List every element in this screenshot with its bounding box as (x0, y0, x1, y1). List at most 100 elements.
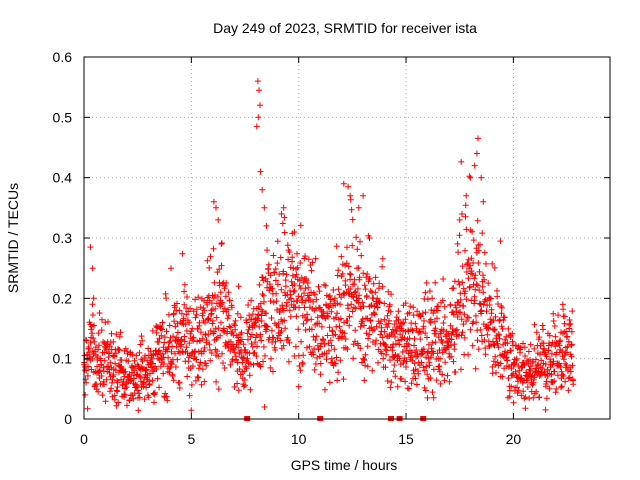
data-point (481, 337, 488, 343)
data-point (138, 333, 145, 340)
data-point (436, 363, 443, 370)
data-point (361, 357, 368, 364)
data-point (386, 317, 393, 324)
data-point (418, 359, 425, 366)
data-point (363, 274, 370, 281)
data-point (150, 360, 156, 367)
data-point (225, 312, 232, 319)
data-point (255, 311, 262, 318)
data-point (282, 325, 289, 332)
data-point (142, 367, 149, 374)
data-point (256, 323, 263, 330)
data-point (395, 308, 402, 315)
data-point (258, 312, 265, 319)
data-point (302, 327, 309, 333)
data-point (420, 364, 427, 371)
data-point (557, 337, 564, 344)
data-point (477, 326, 484, 333)
data-point (291, 229, 298, 235)
data-point (305, 284, 312, 291)
data-point (150, 390, 157, 397)
data-point (263, 310, 270, 317)
data-point (219, 350, 225, 357)
data-point (227, 324, 234, 331)
data-point (316, 320, 323, 327)
data-point (250, 361, 257, 368)
data-point (398, 376, 405, 382)
data-point (395, 337, 402, 344)
data-point (440, 320, 447, 326)
data-point (496, 335, 503, 342)
data-point (481, 276, 488, 283)
data-point (306, 343, 313, 350)
data-point (401, 335, 408, 342)
data-point (565, 375, 572, 382)
data-point (309, 259, 316, 266)
data-point (306, 292, 313, 299)
data-point (337, 301, 344, 308)
data-point (427, 316, 434, 323)
data-point (296, 304, 303, 311)
data-point (420, 346, 427, 352)
data-point (372, 274, 379, 281)
data-point (317, 371, 324, 378)
data-point (485, 325, 492, 332)
data-point (378, 318, 384, 325)
data-point (328, 308, 335, 315)
data-point (346, 313, 353, 320)
data-point (498, 304, 505, 311)
data-point (490, 341, 497, 348)
data-point (372, 341, 379, 347)
data-point (217, 332, 224, 339)
data-point (473, 319, 480, 326)
data-point (246, 372, 253, 379)
data-point (225, 289, 232, 296)
data-point (113, 402, 120, 409)
data-point (192, 314, 199, 321)
data-point (499, 325, 506, 332)
data-point (413, 381, 420, 388)
data-point (159, 319, 166, 326)
data-point (373, 337, 380, 344)
data-point (205, 315, 212, 322)
data-point (288, 295, 295, 302)
data-point (479, 230, 486, 237)
data-point (427, 354, 434, 361)
data-point (101, 381, 108, 388)
data-point (115, 399, 122, 406)
data-point (129, 351, 136, 358)
data-point (225, 306, 232, 313)
data-point (380, 355, 387, 362)
data-point (457, 309, 464, 316)
data-point (401, 357, 407, 364)
data-point (197, 304, 204, 311)
data-point (362, 362, 369, 369)
data-point (403, 364, 409, 370)
data-point (402, 300, 409, 307)
data-point (472, 365, 479, 372)
data-point (156, 384, 163, 391)
data-point (424, 394, 431, 401)
data-point (208, 350, 215, 356)
data-point (397, 361, 404, 368)
data-point (160, 370, 167, 377)
data-point (178, 310, 185, 317)
data-point (523, 369, 530, 376)
data-point (113, 331, 120, 338)
data-point (136, 394, 143, 401)
data-point (557, 364, 564, 370)
data-point (562, 360, 569, 367)
data-point (300, 352, 307, 359)
data-point (463, 226, 470, 233)
data-point (437, 380, 444, 387)
data-point (378, 324, 385, 331)
data-point (142, 352, 148, 359)
data-point (90, 335, 97, 342)
data-point (402, 316, 409, 323)
data-point (344, 318, 351, 324)
data-point (216, 266, 223, 273)
data-point (136, 372, 143, 379)
data-point (214, 348, 221, 355)
data-point (451, 341, 458, 348)
data-point (324, 332, 331, 339)
